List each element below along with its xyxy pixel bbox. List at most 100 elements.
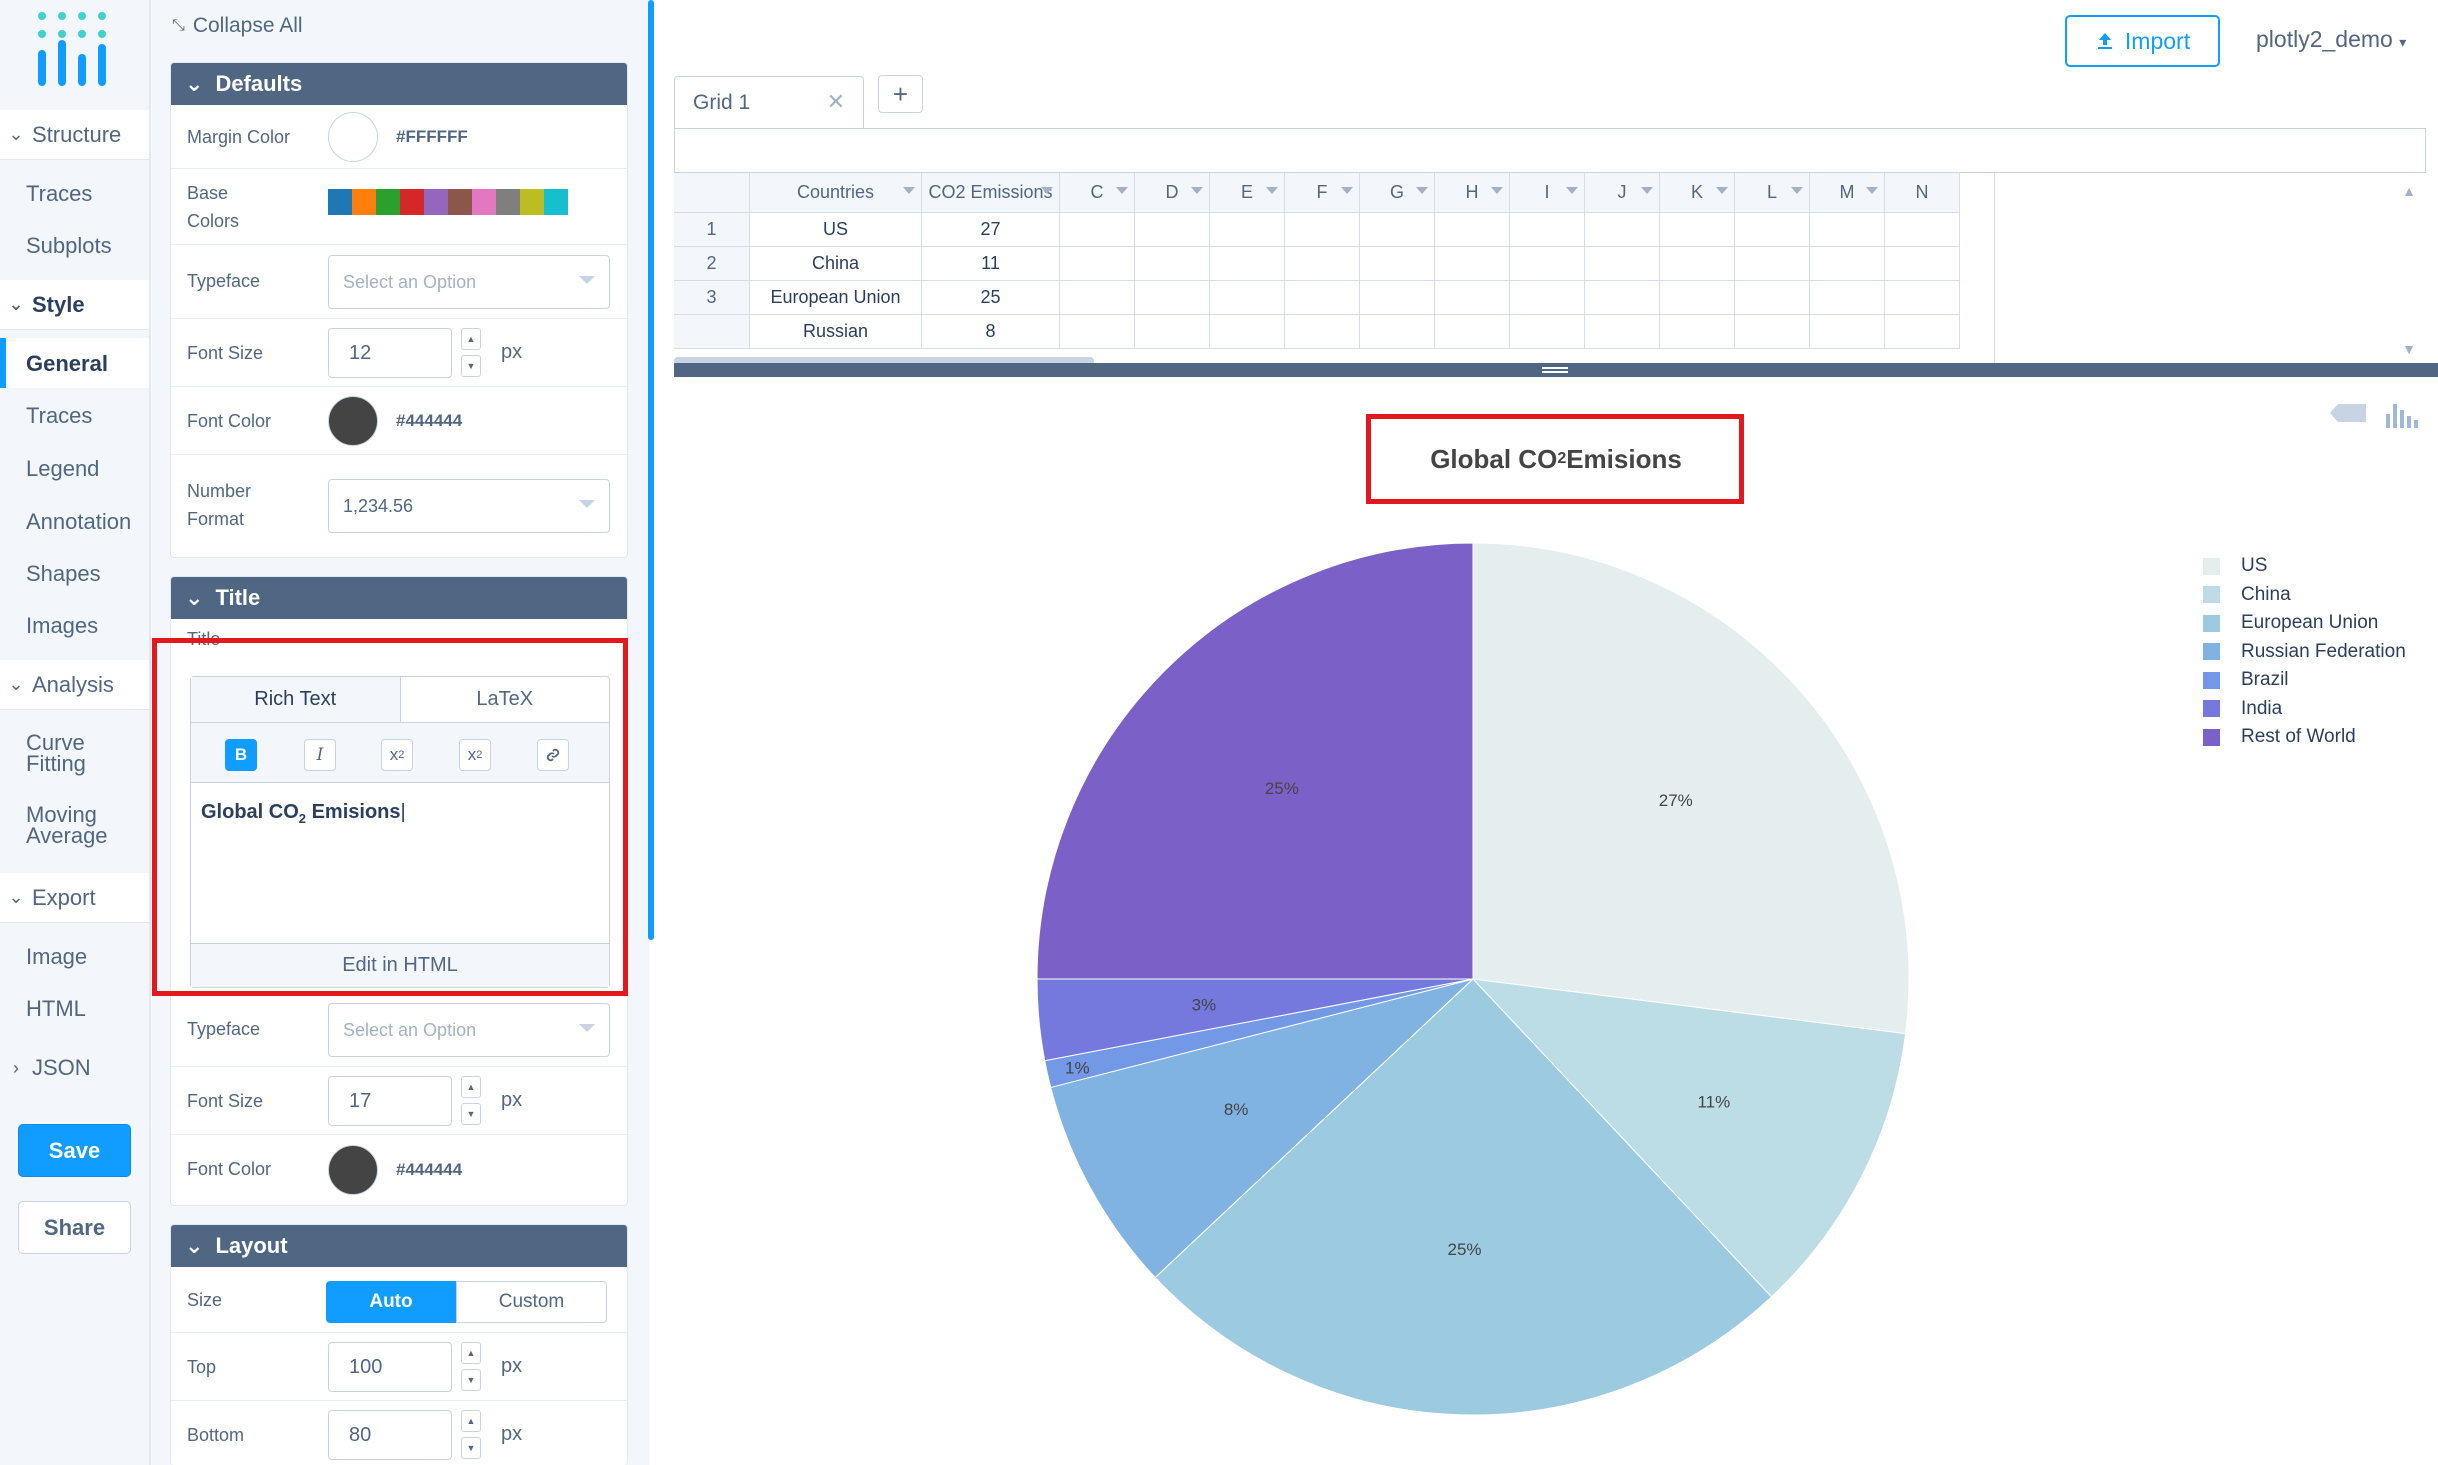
column-menu-icon[interactable] (1866, 187, 1878, 194)
close-icon[interactable]: ✕ (826, 89, 845, 114)
column-header[interactable]: G (1360, 173, 1435, 213)
nav-item-general[interactable]: General (0, 338, 149, 388)
decrement-button[interactable]: ▼ (461, 1369, 481, 1391)
grid-cell[interactable]: US (750, 213, 922, 247)
pie-slice-china[interactable] (1471, 978, 1907, 1298)
grid-h-scrollbar[interactable] (674, 357, 1094, 365)
grid-cell[interactable] (1210, 213, 1285, 247)
column-header[interactable]: F (1285, 173, 1360, 213)
bottom-margin-input[interactable]: 80 (328, 1410, 452, 1460)
column-menu-icon[interactable] (1341, 187, 1353, 194)
grid-cell[interactable] (1435, 213, 1510, 247)
grid-cell[interactable] (1660, 315, 1735, 349)
legend-item[interactable]: Russian Federation (2203, 641, 2406, 663)
nav-item-subplots[interactable]: Subplots (26, 232, 112, 258)
grid-cell[interactable] (1735, 213, 1810, 247)
column-menu-icon[interactable] (1416, 187, 1428, 194)
legend-item[interactable]: Brazil (2203, 669, 2289, 691)
grid-cell[interactable] (1285, 281, 1360, 315)
grid-cell[interactable]: 8 (922, 315, 1060, 349)
grid-cell[interactable] (1285, 213, 1360, 247)
title-typeface-dropdown[interactable]: Select an Option (328, 1003, 610, 1057)
base-color-swatch[interactable] (376, 189, 400, 215)
layout-fold-header[interactable]: ⌄ Layout (171, 1225, 627, 1267)
formula-bar[interactable] (674, 128, 2426, 173)
nav-item-style-traces[interactable]: Traces (26, 402, 93, 428)
base-color-swatch[interactable] (328, 189, 352, 215)
grid-cell[interactable] (1210, 281, 1285, 315)
grid-cell[interactable] (1210, 247, 1285, 281)
grid-corner[interactable] (674, 173, 750, 213)
grid-cell[interactable] (1135, 281, 1210, 315)
column-menu-icon[interactable] (1716, 187, 1728, 194)
grid-cell[interactable] (1060, 315, 1135, 349)
row-number[interactable]: 3 (674, 281, 750, 315)
user-menu[interactable]: plotly2_demo ▾ (2256, 26, 2407, 52)
title-fold-header[interactable]: ⌄ Title (171, 577, 627, 619)
column-header[interactable]: CO2 Emissions (922, 173, 1060, 213)
column-header[interactable]: H (1435, 173, 1510, 213)
column-header[interactable]: D (1135, 173, 1210, 213)
legend-item[interactable]: US (2203, 555, 2267, 577)
grid-cell[interactable] (1435, 281, 1510, 315)
decrement-button[interactable]: ▼ (461, 1103, 481, 1125)
title-font-color-swatch[interactable] (328, 1145, 378, 1195)
legend-item[interactable]: European Union (2203, 612, 2378, 634)
nav-item-html[interactable]: HTML (26, 995, 86, 1021)
edit-in-html-button[interactable]: Edit in HTML (191, 943, 609, 987)
nav-item-shapes[interactable]: Shapes (26, 560, 101, 586)
grid-cell[interactable]: 27 (922, 213, 1060, 247)
grid-cell[interactable] (1660, 247, 1735, 281)
decrement-button[interactable]: ▼ (461, 1437, 481, 1459)
pie-slice-rest-of-world[interactable] (1036, 542, 1474, 980)
increment-button[interactable]: ▲ (461, 1410, 481, 1432)
add-grid-button[interactable]: + (878, 75, 923, 113)
typeface-dropdown[interactable]: Select an Option (328, 255, 610, 309)
column-header[interactable]: J (1585, 173, 1660, 213)
base-color-swatch[interactable] (400, 189, 424, 215)
tab-grid-1[interactable]: Grid 1 ✕ (674, 76, 864, 128)
base-color-swatch[interactable] (352, 189, 376, 215)
grid-cell[interactable] (1510, 213, 1585, 247)
nav-section-style[interactable]: ⌄ Style (0, 280, 149, 330)
column-menu-icon[interactable] (1566, 187, 1578, 194)
nav-item-image[interactable]: Image (26, 943, 88, 969)
grid-cell[interactable] (1510, 315, 1585, 349)
grid-chart-divider[interactable] (674, 363, 2438, 377)
grid-cell[interactable] (1360, 247, 1435, 281)
column-menu-icon[interactable] (1266, 187, 1278, 194)
column-header[interactable]: N (1885, 173, 1960, 213)
defaults-fold-header[interactable]: ⌄ Defaults (171, 63, 627, 105)
grid-cell[interactable] (1735, 315, 1810, 349)
base-color-swatch[interactable] (448, 189, 472, 215)
collapse-all-button[interactable]: ⤡ Collapse All (172, 14, 303, 37)
title-font-size-input[interactable]: 17 (328, 1076, 452, 1126)
decrement-button[interactable]: ▼ (461, 355, 481, 377)
grid-cell[interactable] (1135, 315, 1210, 349)
grid-cell[interactable] (1285, 247, 1360, 281)
column-header[interactable]: L (1735, 173, 1810, 213)
base-color-swatch[interactable] (424, 189, 448, 215)
increment-button[interactable]: ▲ (461, 1342, 481, 1364)
grid-cell[interactable] (1810, 315, 1885, 349)
share-button[interactable]: Share (18, 1201, 131, 1254)
column-menu-icon[interactable] (1191, 187, 1203, 194)
import-button[interactable]: Import (2065, 15, 2220, 67)
nav-section-export[interactable]: ⌄ Export (0, 873, 149, 923)
base-colors-palette[interactable] (328, 189, 568, 215)
grid-cell[interactable] (1810, 213, 1885, 247)
nav-item-curve-fitting[interactable]: Curve Fitting (26, 730, 86, 776)
save-button[interactable]: Save (18, 1124, 131, 1177)
legend-item[interactable]: Rest of World (2203, 726, 2356, 748)
italic-button[interactable]: I (304, 739, 336, 771)
grid-cell[interactable] (1510, 281, 1585, 315)
chart-studio-logo[interactable] (34, 10, 114, 90)
link-icon[interactable] (537, 739, 569, 771)
grid-cell[interactable] (1585, 213, 1660, 247)
grid-cell[interactable] (1885, 247, 1960, 281)
top-margin-input[interactable]: 100 (328, 1342, 452, 1392)
column-menu-icon[interactable] (1041, 187, 1053, 194)
increment-button[interactable]: ▲ (461, 328, 481, 350)
nav-item-annotation[interactable]: Annotation (26, 508, 132, 534)
